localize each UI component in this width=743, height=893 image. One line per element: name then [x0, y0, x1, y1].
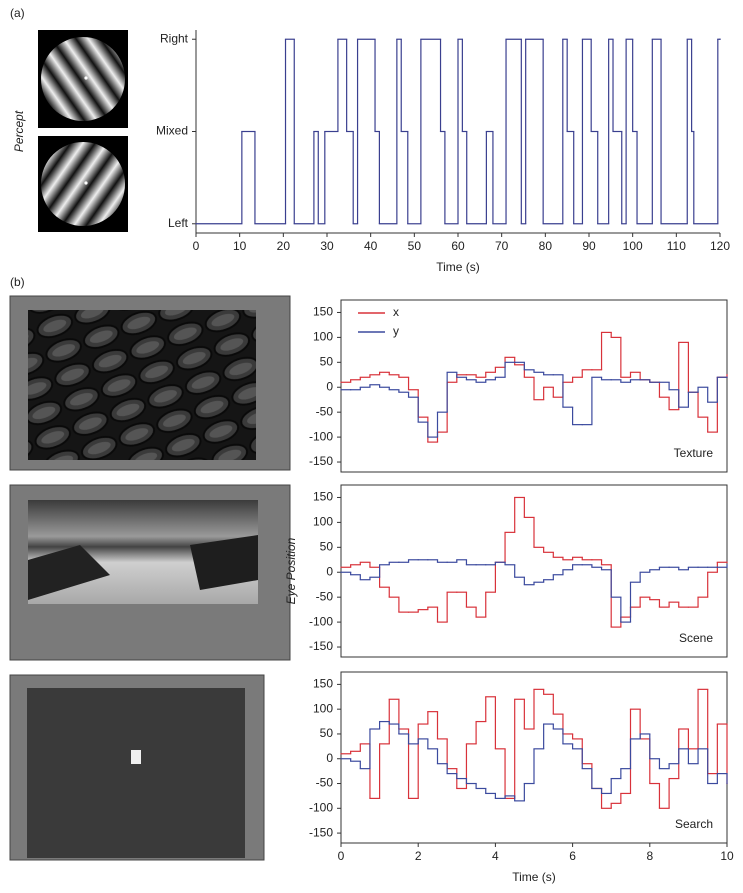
x-axis-label: Time (s)	[512, 870, 556, 884]
stimulus-images	[9, 295, 291, 861]
x-tick-label: 100	[623, 239, 643, 253]
panel-label: (b)	[10, 275, 25, 289]
x-tick-label: 110	[667, 239, 686, 253]
y-tick-label: -150	[309, 825, 333, 839]
y-tick-label: 100	[313, 330, 333, 344]
y-tick-label: Left	[168, 216, 189, 230]
y-tick-label: -100	[309, 614, 333, 628]
plot-frame	[340, 299, 728, 473]
y-tick-label: -150	[309, 639, 333, 653]
legend-label: x	[393, 305, 399, 319]
y-tick-label: -50	[316, 776, 334, 790]
y-tick-label: -100	[309, 800, 333, 814]
x-axis-label: Time (s)	[436, 260, 480, 274]
y-axis-label: Eye Position	[284, 537, 298, 604]
x-tick-label: 90	[582, 239, 596, 253]
x-tick-label: 0	[193, 239, 200, 253]
annotation: Search	[675, 817, 713, 831]
x-tick-label: 40	[364, 239, 378, 253]
y-tick-label: 100	[313, 701, 333, 715]
y-tick-label: -50	[316, 404, 334, 418]
y-tick-label: 150	[313, 490, 333, 504]
percept-images	[38, 30, 128, 232]
plot-frame	[340, 484, 728, 658]
x-tick-label: 0	[338, 849, 345, 863]
y-tick-label: 150	[313, 305, 333, 319]
x-tick-label: 8	[646, 849, 653, 863]
x-tick-label: 80	[539, 239, 553, 253]
x-tick-label: 60	[451, 239, 465, 253]
x-tick-label: 2	[415, 849, 422, 863]
y-axis-label: Percept	[12, 110, 26, 152]
y-tick-label: 100	[313, 515, 333, 529]
x-tick-label: 20	[277, 239, 291, 253]
panel-label: (a)	[10, 6, 25, 20]
x-tick-label: 30	[320, 239, 334, 253]
y-tick-label: 0	[326, 564, 333, 578]
y-tick-label: -50	[316, 589, 334, 603]
y-tick-label: -100	[309, 429, 333, 443]
x-tick-label: 4	[492, 849, 499, 863]
annotation: Scene	[679, 631, 713, 645]
x-tick-label: 10	[233, 239, 247, 253]
x-tick-label: 120	[710, 239, 730, 253]
x-tick-label: 6	[569, 849, 576, 863]
legend-label: y	[393, 324, 399, 338]
x-tick-label: 50	[408, 239, 422, 253]
y-tick-label: 150	[313, 677, 333, 691]
y-tick-label: Right	[160, 31, 189, 45]
x-tick-label: 70	[495, 239, 509, 253]
y-tick-label: 0	[326, 751, 333, 765]
annotation: Texture	[674, 446, 714, 460]
y-tick-label: 50	[320, 726, 334, 740]
y-tick-label: 0	[326, 379, 333, 393]
y-tick-label: 50	[320, 539, 334, 553]
y-tick-label: -150	[309, 454, 333, 468]
y-tick-label: 50	[320, 354, 334, 368]
y-tick-label: Mixed	[156, 124, 188, 138]
x-tick-label: 10	[720, 849, 734, 863]
